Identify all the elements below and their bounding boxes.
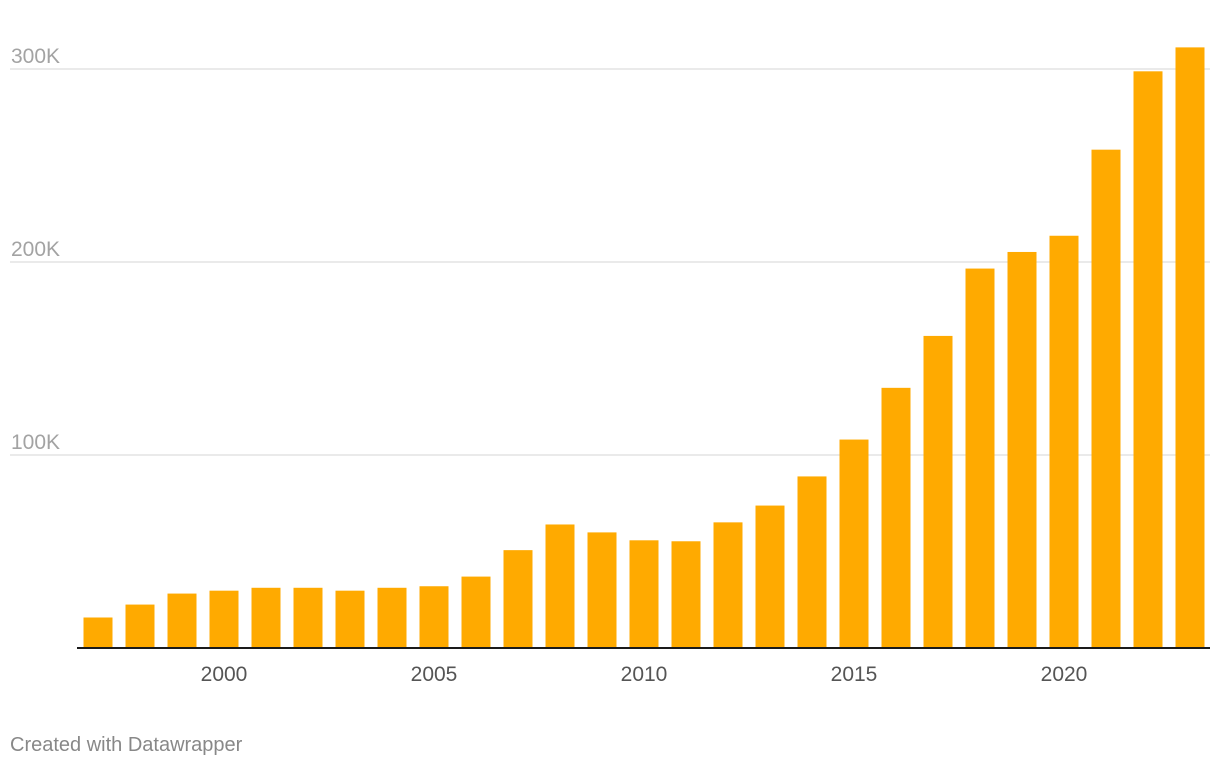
- bar-2022: [1133, 71, 1163, 649]
- bar-2017: [923, 335, 953, 648]
- credit-footer: Created with Datawrapper: [10, 734, 243, 756]
- bar-2016: [881, 387, 911, 648]
- bar-2001: [251, 587, 281, 648]
- bar-2007: [503, 550, 533, 648]
- bar-2014: [797, 476, 827, 648]
- x-tick-label: 2020: [1041, 663, 1088, 686]
- x-tick-label: 2015: [831, 663, 878, 686]
- bar-2009: [587, 532, 617, 648]
- bar-2015: [839, 439, 869, 648]
- x-tick-label: 2005: [411, 663, 458, 686]
- bar-2020: [1049, 235, 1079, 648]
- bar-2002: [293, 587, 323, 648]
- bar-1998: [125, 604, 155, 648]
- bar-2003: [335, 590, 365, 648]
- bar-2010: [629, 540, 659, 648]
- x-tick-label: 2000: [201, 663, 248, 686]
- bar-2005: [419, 586, 449, 648]
- bar-2021: [1091, 149, 1121, 648]
- bar-2023: [1175, 47, 1205, 649]
- bar-2008: [545, 524, 575, 648]
- bar-2000: [209, 590, 239, 648]
- bar-2013: [755, 505, 785, 648]
- bar-1999: [167, 593, 197, 648]
- bars: [83, 47, 1205, 649]
- bar-2019: [1007, 251, 1037, 649]
- axes: 2000 2005 2010 2015 2020: [77, 647, 1210, 686]
- bar-2018: [965, 268, 995, 648]
- bar-2011: [671, 541, 701, 648]
- bar-1997: [83, 617, 113, 648]
- y-tick-label: 100K: [11, 431, 60, 454]
- x-tick-label: 2010: [621, 663, 668, 686]
- y-tick-label: 200K: [11, 238, 60, 261]
- bar-2004: [377, 587, 407, 648]
- y-tick-label: 300K: [11, 45, 60, 68]
- bar-2006: [461, 576, 491, 648]
- bar-2012: [713, 522, 743, 648]
